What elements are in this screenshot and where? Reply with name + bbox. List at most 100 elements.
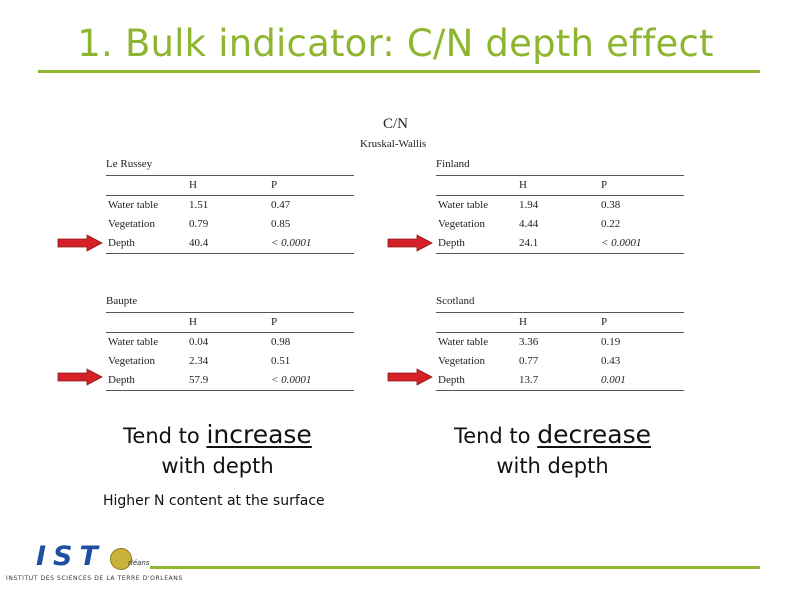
table-header-rule [436,195,684,196]
table-row: Vegetation 4.44 0.22 [436,215,684,234]
table-header-rule [106,195,354,196]
row-label: Depth [438,374,465,386]
row-label: Depth [438,237,465,249]
stats-table-scotland: Scotland H P Water table 3.36 0.19 Veget… [436,295,684,391]
table-top-rule [106,312,354,313]
footer-rule [150,566,760,569]
table-row: Vegetation 0.77 0.43 [436,352,684,371]
caption-suffix: with depth [161,454,274,478]
row-label: Depth [108,237,135,249]
column-header-h: H [189,316,197,328]
p-value: 0.22 [601,218,621,230]
table-bottom-rule [436,390,684,391]
table-site-name: Finland [436,158,470,170]
h-value: 1.51 [189,199,209,211]
table-row: Depth 40.4 < 0.0001 [106,234,354,253]
row-label: Water table [438,199,489,211]
p-value: 0.98 [271,336,291,348]
row-label: Depth [108,374,135,386]
table-site-name: Baupte [106,295,138,307]
table-header-row: H P [106,313,354,332]
column-header-h: H [519,316,527,328]
p-value: < 0.0001 [271,374,312,386]
row-label: Vegetation [108,218,156,230]
stats-table-baupte: Baupte H P Water table 0.04 0.98 Vegetat… [106,295,354,391]
caption-suffix: with depth [496,454,609,478]
h-value: 0.04 [189,336,209,348]
caption-emphasis: increase [206,420,312,449]
h-value: 13.7 [519,374,539,386]
row-label: Vegetation [438,355,486,367]
table-header-row: H P [436,176,684,195]
table-header-rule [436,332,684,333]
table-header-rule [106,332,354,333]
row-label: Vegetation [438,218,486,230]
slide-title: 1. Bulk indicator: C/N depth effect [77,22,714,65]
logo-mini-text: rléans [128,559,150,567]
table-top-rule [436,175,684,176]
table-top-rule [106,175,354,176]
column-header-p: P [601,316,608,328]
surface-note: Higher N content at the surface [103,493,325,509]
arrow-right-icon [57,368,103,386]
arrow-right-icon [387,234,433,252]
figure-header: C/N [383,116,409,132]
row-label: Vegetation [108,355,156,367]
table-row: Water table 3.36 0.19 [436,333,684,352]
table-site-name: Le Russey [106,158,153,170]
table-row: Depth 57.9 < 0.0001 [106,371,354,390]
p-value: 0.51 [271,355,291,367]
table-bottom-rule [436,253,684,254]
column-header-p: P [271,179,278,191]
row-label: Water table [438,336,489,348]
h-value: 3.36 [519,336,539,348]
stats-table-le-russey: Le Russey H P Water table 1.51 0.47 Vege… [106,158,354,254]
p-value: 0.47 [271,199,291,211]
orleans-emblem-icon [110,548,132,570]
caption-decrease: Tend to decrease with depth [425,420,680,481]
row-label: Water table [108,336,159,348]
caption-prefix: Tend to [453,424,538,448]
ist-logo-text: IST [36,541,105,572]
row-label: Water table [108,199,159,211]
table-bottom-rule [106,253,354,254]
h-value: 4.44 [519,218,539,230]
table-header-row: H P [436,313,684,332]
p-value: < 0.0001 [271,237,312,249]
h-value: 1.94 [519,199,539,211]
figure-subheader: Kruskal-Wallis [360,138,427,150]
caption-prefix: Tend to [123,424,207,448]
p-value: 0.43 [601,355,621,367]
stats-table-finland: Finland H P Water table 1.94 0.38 Vegeta… [436,158,684,254]
title-underline [38,70,760,73]
p-value: 0.85 [271,218,291,230]
p-value: 0.38 [601,199,621,211]
table-top-rule [436,312,684,313]
table-row: Water table 0.04 0.98 [106,333,354,352]
arrow-right-icon [387,368,433,386]
h-value: 0.79 [189,218,209,230]
table-row: Vegetation 0.79 0.85 [106,215,354,234]
h-value: 40.4 [189,237,209,249]
table-bottom-rule [106,390,354,391]
p-value: 0.001 [601,374,626,386]
table-row: Vegetation 2.34 0.51 [106,352,354,371]
logo-subtitle: INSTITUT DES SCIENCES DE LA TERRE D'ORLE… [6,575,183,582]
caption-increase: Tend to increase with depth [95,420,340,481]
table-row: Depth 24.1 < 0.0001 [436,234,684,253]
column-header-h: H [189,179,197,191]
column-header-p: P [271,316,278,328]
column-header-h: H [519,179,527,191]
h-value: 2.34 [189,355,209,367]
h-value: 57.9 [189,374,209,386]
p-value: 0.19 [601,336,621,348]
table-header-row: H P [106,176,354,195]
table-row: Water table 1.51 0.47 [106,196,354,215]
arrow-right-icon [57,234,103,252]
caption-emphasis: decrease [537,420,652,449]
h-value: 0.77 [519,355,539,367]
h-value: 24.1 [519,237,539,249]
table-site-name: Scotland [436,295,475,307]
p-value: < 0.0001 [601,237,642,249]
column-header-p: P [601,179,608,191]
